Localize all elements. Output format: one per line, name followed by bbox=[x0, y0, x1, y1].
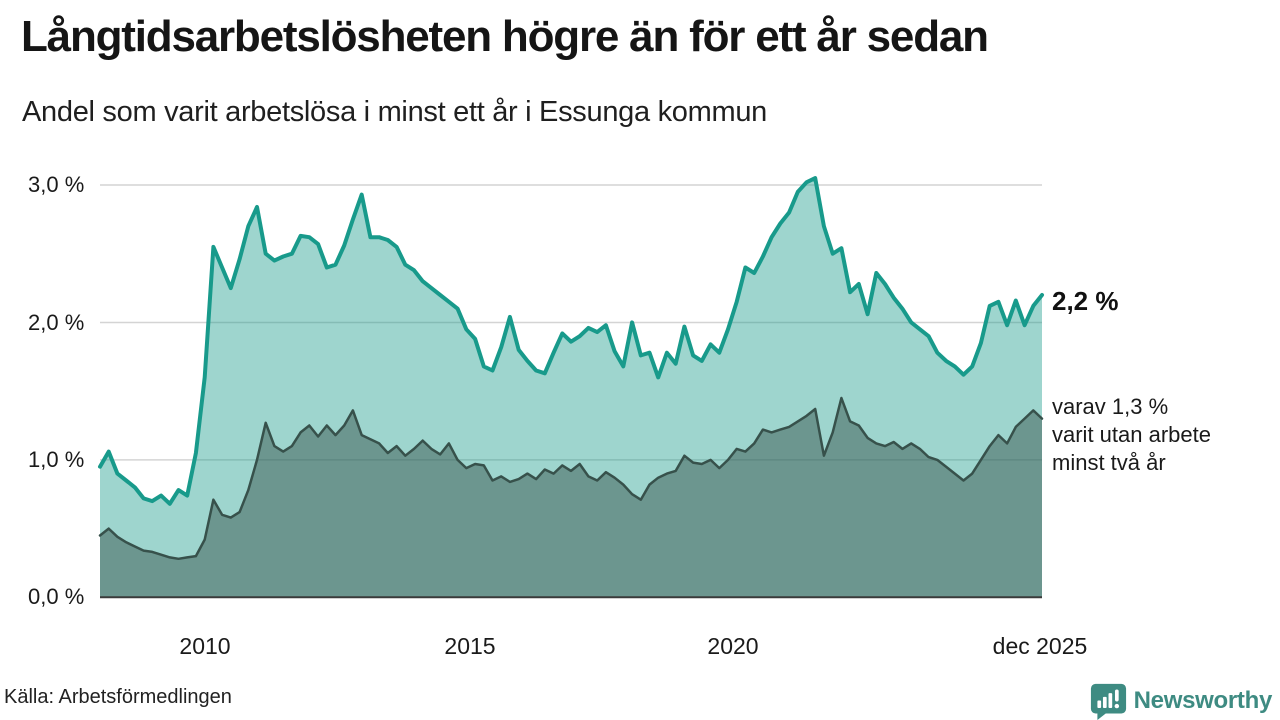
y-axis-tick-2: 2,0 % bbox=[28, 310, 85, 335]
series-note-line-3: minst två år bbox=[1052, 450, 1166, 475]
y-axis-tick-1: 1,0 % bbox=[28, 447, 85, 472]
area-fill-series-1 bbox=[100, 398, 1042, 598]
x-axis-tick-2020: 2020 bbox=[707, 633, 759, 659]
x-axis-tick-2010: 2010 bbox=[179, 633, 231, 659]
chart-subtitle: Andel som varit arbetslösa i minst ett å… bbox=[22, 96, 767, 128]
page-title: Långtidsarbetslösheten högre än för ett … bbox=[21, 12, 989, 61]
y-axis-tick-3: 3,0 % bbox=[28, 172, 85, 197]
latest-value-label: 2,2 % bbox=[1052, 286, 1119, 316]
newsworthy-logo[interactable]: Newsworthy bbox=[1090, 682, 1272, 720]
newsworthy-wordmark: Newsworthy bbox=[1133, 687, 1273, 714]
source-credit: Källa: Arbetsförmedlingen bbox=[4, 686, 232, 708]
y-axis-tick-0: 0,0 % bbox=[28, 584, 85, 609]
series-note: varav 1,3 % varit utan arbete minst två … bbox=[1052, 393, 1211, 477]
x-axis-tick-dec-2025: dec 2025 bbox=[992, 633, 1088, 659]
area-fill-series-0 bbox=[100, 178, 1042, 598]
x-axis-tick-2015: 2015 bbox=[444, 633, 496, 659]
series-note-line-2: varit utan arbete bbox=[1052, 422, 1211, 447]
newsworthy-bubble-chart-icon bbox=[1090, 682, 1127, 720]
line-series-1 bbox=[98, 396, 1044, 561]
line-series-0 bbox=[98, 176, 1044, 506]
series-note-line-1: varav 1,3 % bbox=[1052, 394, 1169, 419]
